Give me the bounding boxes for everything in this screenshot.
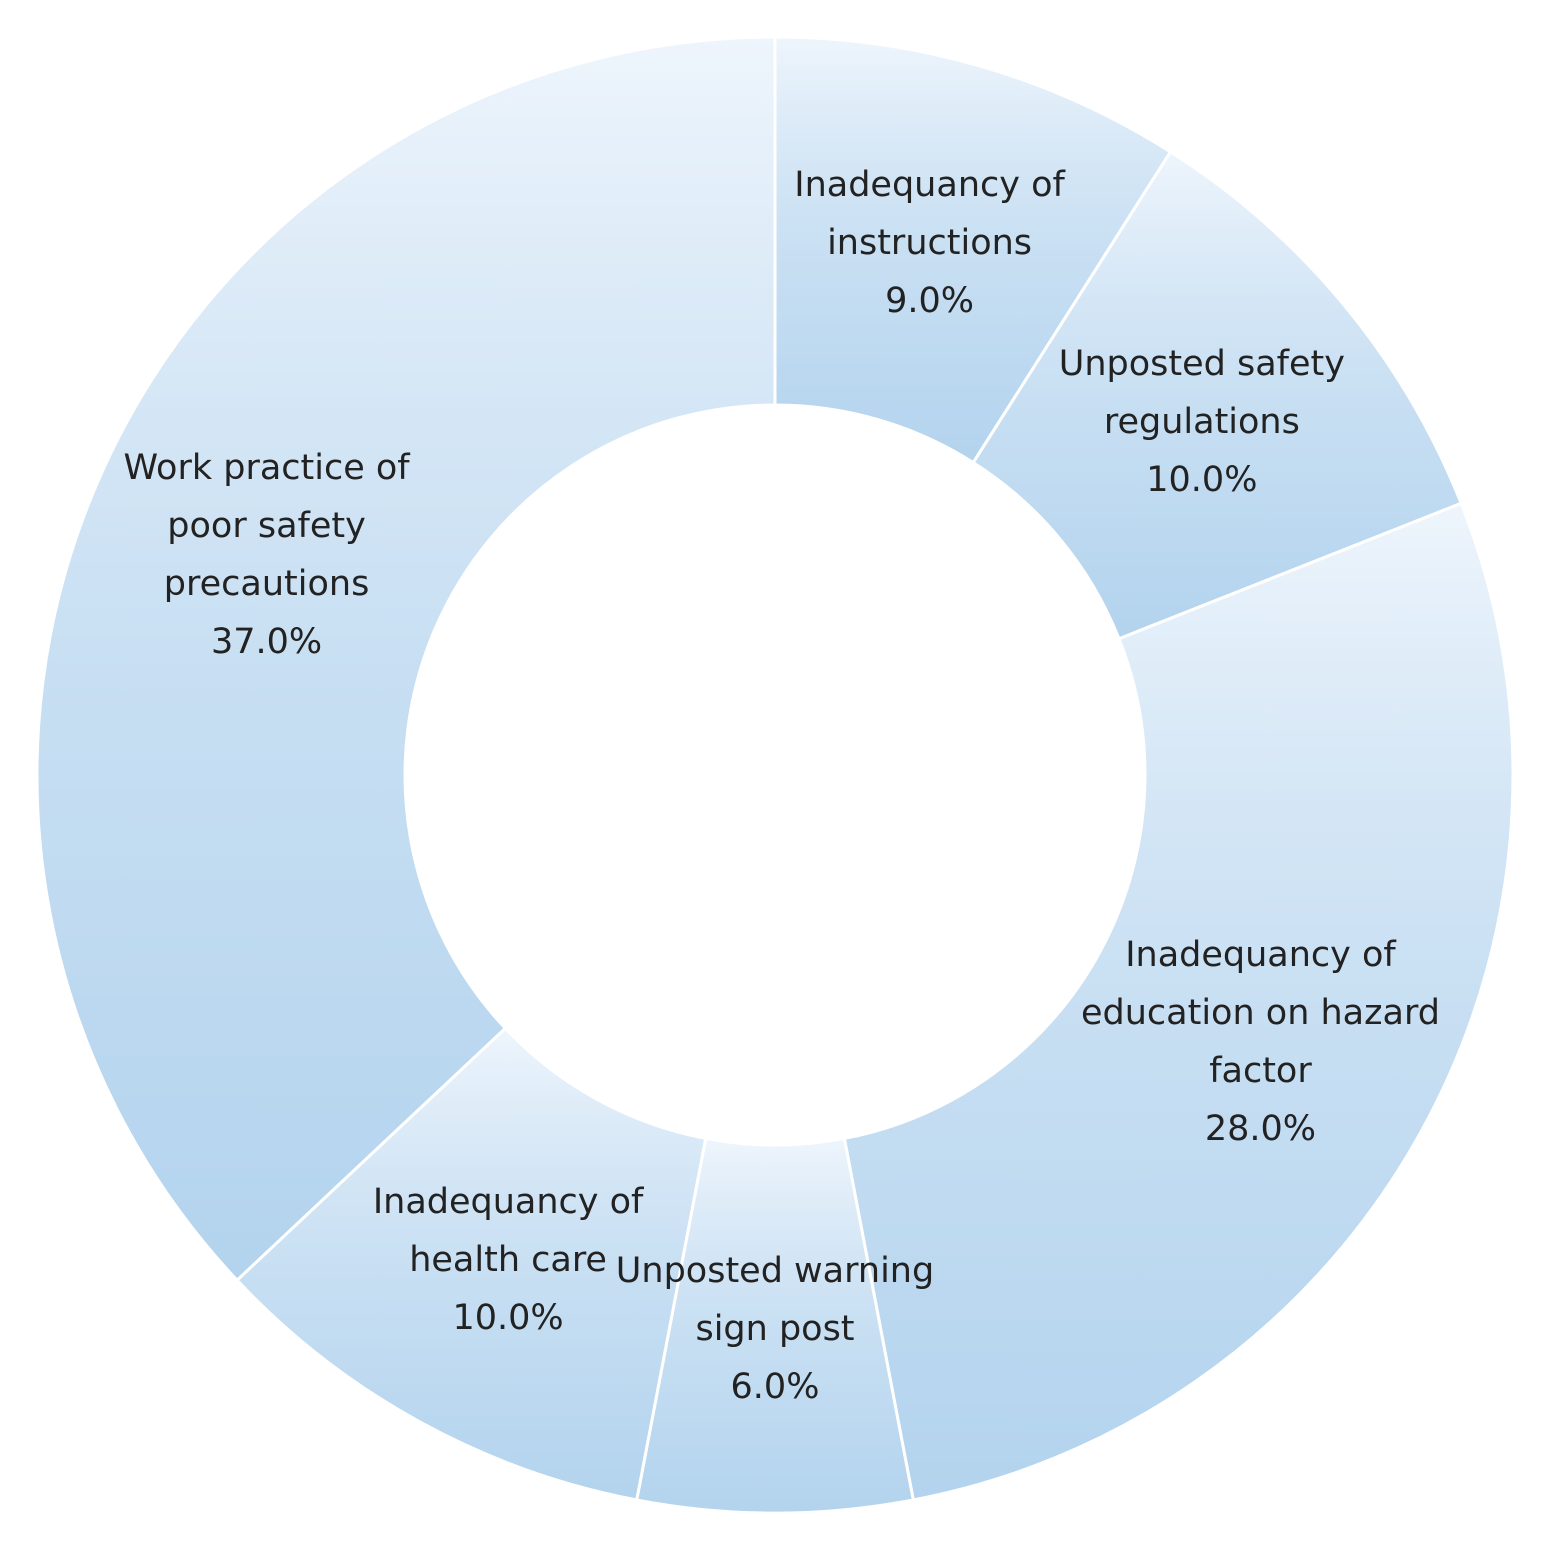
slice-label: Inadequancy of instructions 9.0% <box>794 156 1065 330</box>
category-label: Inadequancy of health care <box>372 1182 644 1281</box>
slice-label: Unposted safety regulations 10.0% <box>1059 335 1345 509</box>
slice-label: Unposted warning sign post 6.0% <box>616 1242 934 1416</box>
value-label: 9.0% <box>885 280 974 321</box>
category-label: Unposted safety regulations <box>1058 343 1345 442</box>
category-label: Inadequancy of education on hazard facto… <box>1080 934 1440 1091</box>
slice-label: Inadequancy of education on hazard facto… <box>1081 926 1440 1158</box>
donut-slice <box>842 501 1515 1502</box>
donut-slice <box>234 1026 708 1502</box>
donut-slice <box>971 149 1464 641</box>
value-label: 10.0% <box>452 1298 564 1339</box>
slice-label: Inadequancy of health care 10.0% <box>373 1173 644 1347</box>
category-label: Inadequancy of instructions <box>794 164 1065 263</box>
category-label: Work practice of poor safety precautions <box>123 447 410 604</box>
donut-slice <box>35 35 777 1283</box>
value-label: 10.0% <box>1146 459 1258 500</box>
value-label: 6.0% <box>730 1367 820 1407</box>
category-label: Unposted warning sign post <box>615 1251 935 1349</box>
value-label: 37.0% <box>210 621 323 662</box>
slice-label: Work practice of poor safety precautions… <box>123 439 409 671</box>
donut-slice <box>773 35 1173 465</box>
value-label: 28.0% <box>1204 1108 1317 1149</box>
